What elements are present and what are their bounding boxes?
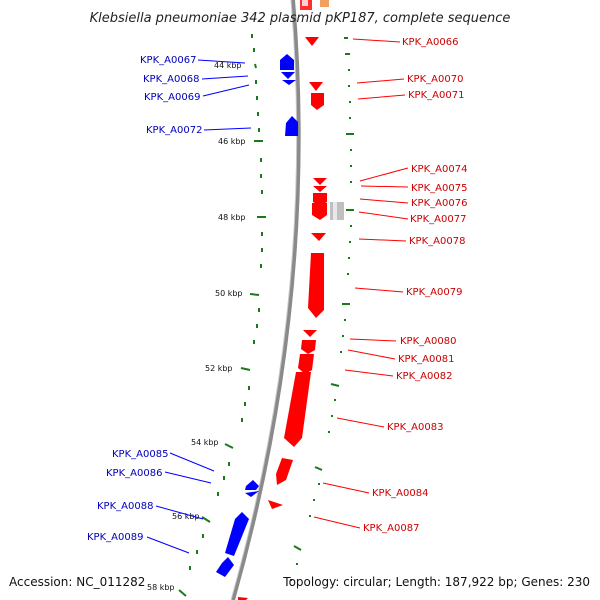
gene-feature[interactable] <box>281 72 295 79</box>
gene-feature[interactable] <box>238 597 248 600</box>
gene-feature[interactable] <box>276 458 293 485</box>
gene-label[interactable]: KPK_A0079 <box>406 287 462 298</box>
scale-labels: 44 kbp 46 kbp 48 kbp 50 kbp 52 kbp 54 kb… <box>147 61 246 592</box>
forward-gene-labels: KPK_A0066 KPK_A0070 KPK_A0071 KPK_A0074 … <box>363 37 467 534</box>
accession-text: Accession: NC_011282 <box>9 575 145 589</box>
reverse-gene-labels: KPK_A0067 KPK_A0068 KPK_A0069 KPK_A0072 … <box>87 55 202 543</box>
gene-feature[interactable] <box>313 193 327 206</box>
gene-label[interactable]: KPK_A0074 <box>411 164 467 175</box>
gene-feature[interactable] <box>308 253 324 318</box>
gene-feature[interactable] <box>268 500 283 509</box>
gene-label[interactable]: KPK_A0086 <box>106 468 162 479</box>
gene-feature[interactable] <box>313 186 327 192</box>
scale-label: 44 kbp <box>214 61 242 70</box>
gene-feature[interactable] <box>305 37 319 46</box>
forward-gene-features <box>238 0 344 600</box>
gene-label[interactable]: KPK_A0071 <box>408 90 464 101</box>
forward-callouts <box>313 38 409 529</box>
gene-label[interactable]: KPK_A0087 <box>363 523 419 534</box>
gene-label[interactable]: KPK_A0088 <box>97 501 153 512</box>
scale-label: 56 kbp <box>172 512 200 521</box>
gene-label[interactable]: KPK_A0067 <box>140 55 196 66</box>
gene-feature[interactable] <box>216 557 234 577</box>
gene-label[interactable]: KPK_A0085 <box>112 449 168 460</box>
gene-feature[interactable] <box>320 0 329 7</box>
gene-feature[interactable] <box>309 82 323 91</box>
gene-feature[interactable] <box>285 116 298 136</box>
scale-label: 52 kbp <box>205 364 233 373</box>
topology-text: Topology: circular; Length: 187,922 bp; … <box>282 575 590 589</box>
gene-feature[interactable] <box>302 0 308 6</box>
gene-label[interactable]: KPK_A0077 <box>410 214 466 225</box>
gene-label[interactable]: KPK_A0069 <box>144 92 200 103</box>
gene-label[interactable]: KPK_A0080 <box>400 336 456 347</box>
gene-label[interactable]: KPK_A0076 <box>411 198 467 209</box>
gene-label[interactable]: KPK_A0084 <box>372 488 428 499</box>
gene-feature[interactable] <box>282 80 296 85</box>
gene-label[interactable]: KPK_A0081 <box>398 354 454 365</box>
right-tick-track <box>290 37 354 581</box>
scale-label: 58 kbp <box>147 583 175 592</box>
gene-feature[interactable] <box>225 512 249 556</box>
gene-feature[interactable] <box>311 93 324 110</box>
gene-feature[interactable] <box>311 233 326 241</box>
scale-label: 48 kbp <box>218 213 246 222</box>
gene-feature[interactable] <box>245 491 259 497</box>
gene-label[interactable]: KPK_A0068 <box>143 74 199 85</box>
reverse-callouts <box>146 59 252 554</box>
scale-label: 54 kbp <box>191 438 219 447</box>
gene-label[interactable]: KPK_A0078 <box>409 236 465 247</box>
gene-feature[interactable] <box>303 330 317 337</box>
backbone-arc <box>231 0 301 600</box>
gene-label[interactable]: KPK_A0070 <box>407 74 463 85</box>
gene-label[interactable]: KPK_A0075 <box>411 183 467 194</box>
gene-label[interactable]: KPK_A0082 <box>396 371 452 382</box>
gene-label[interactable]: KPK_A0072 <box>146 125 202 136</box>
gene-feature[interactable] <box>245 480 259 490</box>
reverse-gene-features <box>216 54 298 577</box>
scale-label: 50 kbp <box>215 289 243 298</box>
gene-feature[interactable] <box>298 354 314 374</box>
gene-feature[interactable] <box>301 340 316 354</box>
left-tick-track <box>178 34 266 597</box>
gene-label[interactable]: KPK_A0066 <box>402 37 458 48</box>
gene-feature[interactable] <box>312 203 327 220</box>
gene-label[interactable]: KPK_A0083 <box>387 422 443 433</box>
gene-feature[interactable] <box>313 178 327 185</box>
scale-label: 46 kbp <box>218 137 246 146</box>
gene-feature[interactable] <box>284 372 311 447</box>
gene-feature[interactable] <box>333 202 337 220</box>
gene-label[interactable]: KPK_A0089 <box>87 532 143 543</box>
gene-feature[interactable] <box>280 54 294 70</box>
map-title: Klebsiella pneumoniae 342 plasmid pKP187… <box>90 11 511 26</box>
backbone-highlight <box>230 0 298 600</box>
